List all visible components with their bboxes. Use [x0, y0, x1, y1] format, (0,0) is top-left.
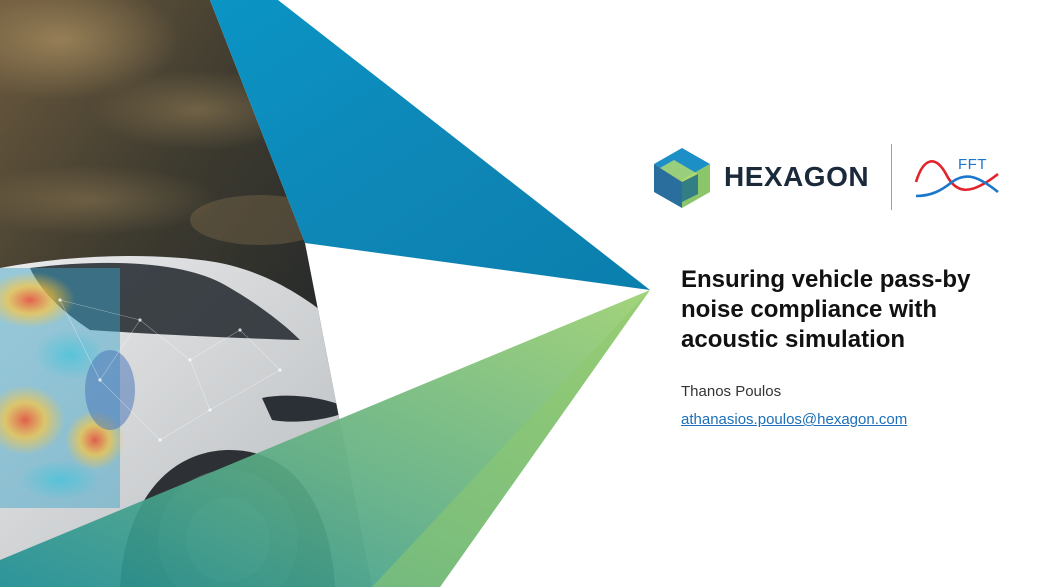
fft-logo-mark: [914, 152, 1000, 202]
hexagon-logo-text: HEXAGON: [724, 161, 869, 193]
slide-title: Ensuring vehicle pass-by noise complianc…: [681, 265, 1021, 355]
fft-logo-text: FFT: [958, 156, 987, 173]
presenter-email-link[interactable]: athanasios.poulos@hexagon.com: [681, 411, 907, 428]
logo-lockup: HEXAGON FFT: [652, 144, 1012, 212]
presenter-name: Thanos Poulos: [681, 383, 781, 400]
logo-divider: [891, 144, 892, 210]
hexagon-logo-mark: [652, 146, 712, 210]
